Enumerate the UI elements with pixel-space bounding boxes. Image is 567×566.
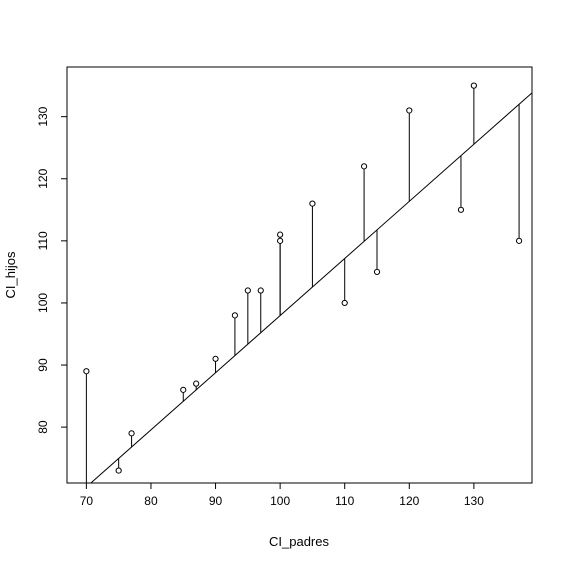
data-point xyxy=(457,206,465,213)
x-tick-label: 80 xyxy=(144,494,158,508)
y-tick-label: 110 xyxy=(36,231,50,250)
data-point xyxy=(341,299,348,307)
data-point xyxy=(406,107,413,114)
plot-frame xyxy=(66,66,533,484)
data-point xyxy=(128,430,135,437)
data-point xyxy=(309,200,316,207)
data-point xyxy=(470,82,477,89)
x-axis-label: CI_padres xyxy=(269,534,329,549)
data-point xyxy=(373,268,381,275)
data-point xyxy=(212,355,219,362)
y-axis: 80 90 100 110 120 130 xyxy=(36,106,67,434)
data-point xyxy=(180,386,187,393)
y-tick-label: 90 xyxy=(36,358,50,372)
x-tick-label: 70 xyxy=(80,494,94,508)
x-tick-label: 100 xyxy=(270,494,290,508)
data-point xyxy=(115,467,122,474)
x-axis: 70 80 90 100 110 120 130 xyxy=(80,483,484,508)
x-tick-label: 110 xyxy=(335,494,354,508)
data-point xyxy=(83,368,90,375)
data-point xyxy=(515,237,523,244)
x-tick-label: 120 xyxy=(399,494,419,508)
y-tick-label: 120 xyxy=(36,168,50,188)
y-tick-label: 80 xyxy=(36,420,50,434)
residual-segments xyxy=(85,85,520,483)
x-tick-label: 130 xyxy=(464,494,484,508)
y-tick-label: 130 xyxy=(36,106,50,126)
x-tick-label: 90 xyxy=(209,494,223,508)
data-points xyxy=(83,82,523,474)
data-point xyxy=(193,380,200,387)
data-point xyxy=(231,312,239,319)
data-point xyxy=(244,287,251,294)
y-tick-label: 100 xyxy=(36,293,50,313)
data-point xyxy=(277,231,284,238)
y-axis-label: CI_hijos xyxy=(3,251,18,298)
data-point xyxy=(257,287,264,294)
data-point xyxy=(277,237,284,244)
regression-line xyxy=(90,92,532,483)
data-point xyxy=(360,163,368,170)
